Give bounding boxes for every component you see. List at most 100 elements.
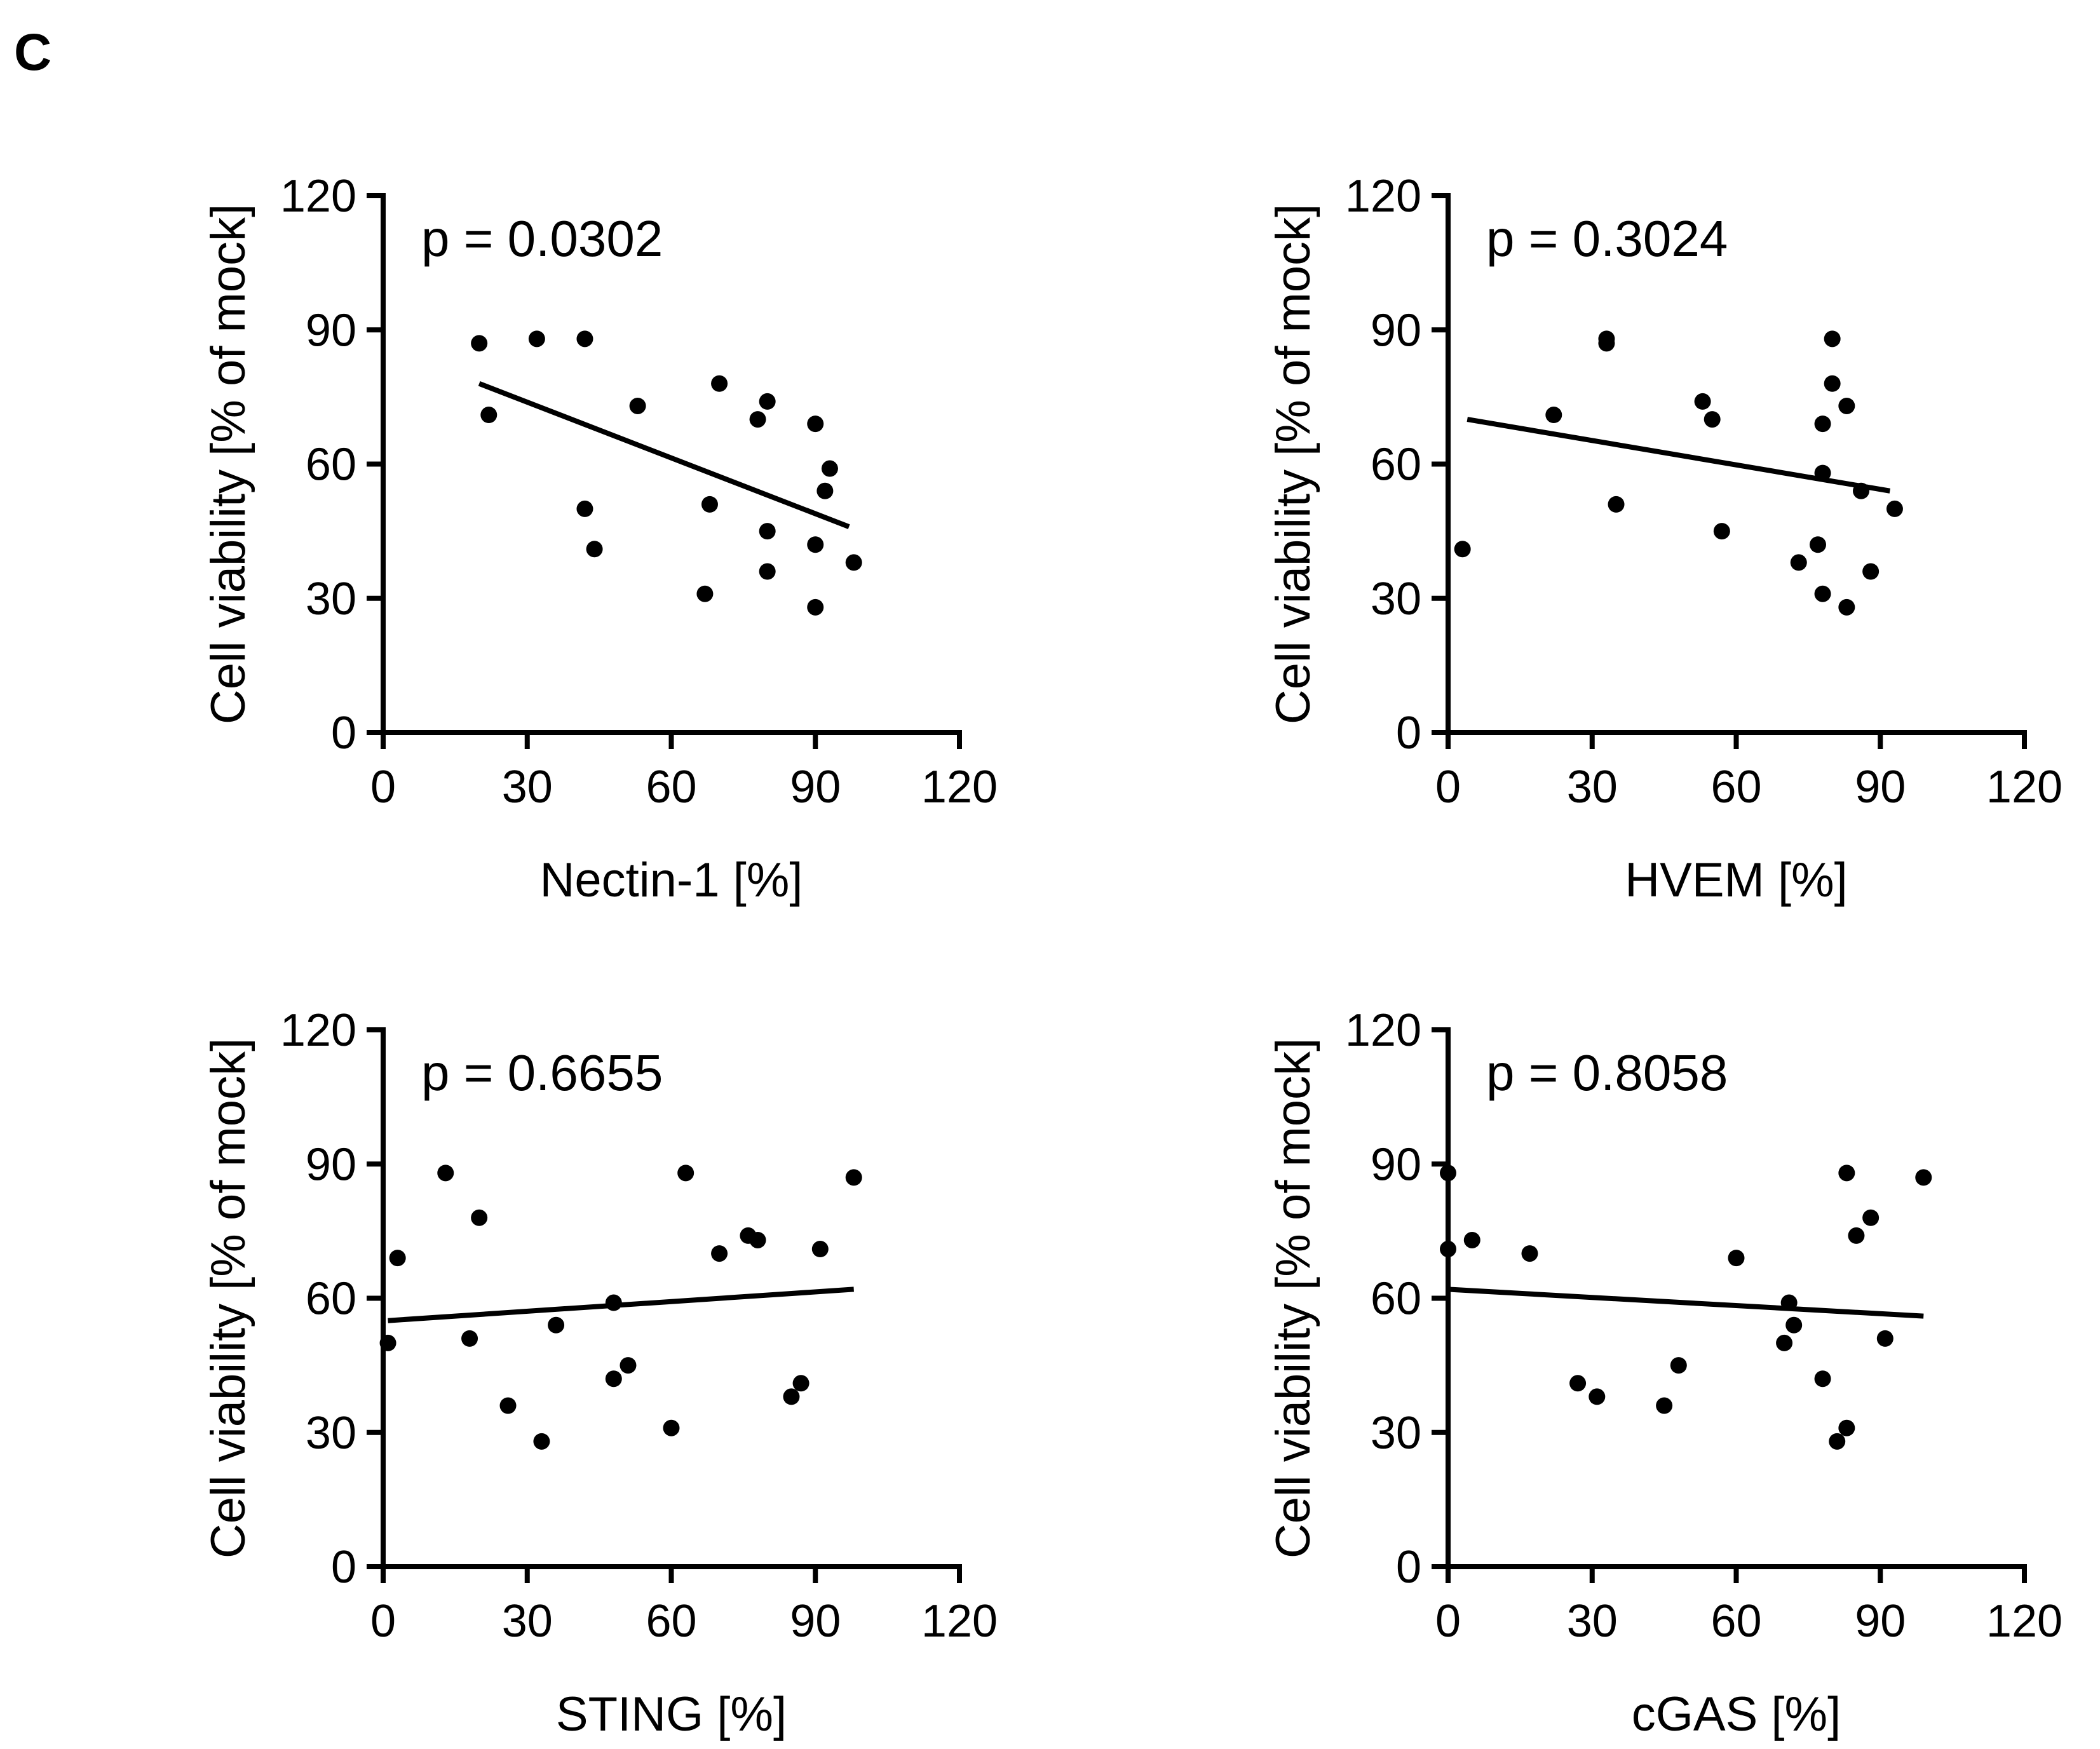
data-point: [1838, 1165, 1855, 1182]
data-point: [1876, 1330, 1893, 1347]
data-point: [1521, 1245, 1538, 1262]
data-point: [1608, 496, 1625, 513]
data-point: [1814, 464, 1831, 482]
data-point: [533, 1433, 550, 1450]
y-tick-label: 30: [1371, 1408, 1421, 1459]
y-tick-label: 60: [1371, 440, 1421, 490]
data-point: [1814, 415, 1831, 433]
y-tick-label: 120: [1345, 1005, 1421, 1056]
data-point: [1862, 1209, 1880, 1226]
x-tick-label: 0: [1435, 762, 1461, 813]
data-point: [471, 1209, 488, 1226]
data-point: [1814, 1370, 1831, 1388]
data-point: [629, 397, 646, 414]
p-value-annotation: p = 0.3024: [1486, 210, 1728, 267]
data-point: [696, 585, 714, 602]
data-point: [807, 598, 824, 616]
data-point: [711, 1245, 728, 1262]
y-tick-label: 120: [280, 1005, 356, 1056]
p-value-annotation: p = 0.0302: [421, 210, 663, 267]
regression-line: [478, 381, 850, 529]
data-point: [471, 335, 488, 352]
data-point: [1728, 1250, 1745, 1267]
data-point: [548, 1316, 565, 1334]
data-point: [576, 330, 593, 348]
y-tick-label: 120: [280, 171, 356, 222]
data-point: [1829, 1433, 1846, 1450]
data-point: [663, 1419, 680, 1436]
x-axis-label: HVEM [%]: [1625, 853, 1848, 907]
y-tick-label: 0: [1396, 1542, 1421, 1593]
regression-line: [1447, 1286, 1924, 1319]
chart-2: 0 30 60 90 120 0 30 60 90 120 HVEM [%] Cell viabili…: [1266, 171, 2063, 907]
y-tick-label: 90: [1371, 305, 1421, 356]
x-tick-label: 120: [921, 762, 998, 813]
data-point: [605, 1294, 622, 1311]
data-point: [1853, 482, 1870, 499]
y-tick-label: 120: [1345, 171, 1421, 222]
data-point: [1814, 585, 1831, 602]
data-point: [759, 563, 776, 580]
data-point: [1656, 1397, 1673, 1414]
data-point: [1545, 407, 1562, 424]
x-tick-label: 90: [1855, 762, 1906, 813]
data-point: [677, 1165, 694, 1182]
x-tick-label: 90: [1855, 1596, 1906, 1647]
y-axis-label: Cell viability [% of mock]: [1266, 204, 1320, 724]
p-value-annotation: p = 0.6655: [421, 1044, 663, 1101]
x-tick-label: 60: [1710, 762, 1761, 813]
x-tick-label: 0: [370, 762, 396, 813]
y-tick-label: 60: [1371, 1274, 1421, 1325]
data-point: [1848, 1227, 1865, 1244]
data-point: [701, 496, 718, 513]
data-point: [620, 1357, 637, 1374]
data-point: [1838, 397, 1855, 414]
data-point: [389, 1250, 406, 1267]
y-axis-label: Cell viability [% of mock]: [201, 1038, 255, 1558]
x-tick-label: 0: [370, 1596, 396, 1647]
data-point: [605, 1370, 622, 1388]
x-axis-label: cGAS [%]: [1632, 1687, 1841, 1741]
data-point: [1670, 1357, 1687, 1374]
y-tick-label: 60: [306, 440, 356, 490]
data-point: [807, 415, 824, 433]
data-point: [1569, 1375, 1587, 1392]
y-axis-label: Cell viability [% of mock]: [1266, 1038, 1320, 1558]
x-tick-label: 60: [646, 1596, 696, 1647]
x-tick-label: 60: [1710, 1596, 1761, 1647]
x-tick-label: 0: [1435, 1596, 1461, 1647]
data-point: [1790, 554, 1807, 571]
panel-letter: C: [14, 24, 51, 81]
data-point: [461, 1330, 478, 1347]
data-point: [379, 1334, 396, 1351]
x-axis-label: Nectin-1 [%]: [540, 853, 803, 907]
y-tick-label: 60: [306, 1274, 356, 1325]
data-point: [749, 1231, 766, 1248]
x-tick-label: 30: [502, 762, 553, 813]
chart-1: 0 30 60 90 120 0 30 60 90 120 Nectin-1 [%] Cell via…: [201, 171, 998, 907]
data-point: [759, 393, 776, 410]
x-tick-label: 120: [1986, 1596, 2063, 1647]
data-point: [792, 1375, 810, 1392]
data-point: [1824, 330, 1841, 348]
y-tick-label: 30: [1371, 574, 1421, 625]
data-point: [845, 554, 862, 571]
data-point: [1785, 1316, 1803, 1334]
y-axis-label: Cell viability [% of mock]: [201, 204, 255, 724]
data-point: [1454, 541, 1471, 558]
data-point: [1915, 1169, 1932, 1186]
y-tick-label: 30: [306, 1408, 356, 1459]
data-point: [1886, 500, 1903, 517]
data-point: [1838, 598, 1855, 616]
data-point: [586, 541, 603, 558]
data-point: [1824, 375, 1841, 392]
data-point: [821, 460, 838, 477]
p-value-annotation: p = 0.8058: [1486, 1044, 1728, 1101]
data-point: [711, 375, 728, 392]
data-point: [1463, 1231, 1480, 1248]
data-point: [1440, 1241, 1456, 1258]
x-tick-label: 90: [790, 1596, 841, 1647]
data-point: [576, 500, 593, 517]
data-point: [499, 1397, 517, 1414]
data-point: [1589, 1388, 1606, 1405]
